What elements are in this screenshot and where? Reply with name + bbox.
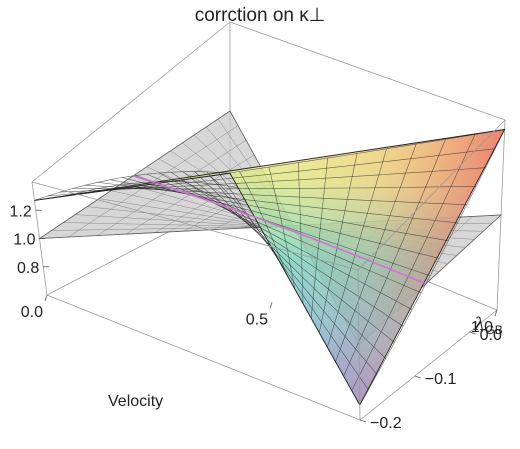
surface-mesh-line bbox=[47, 148, 496, 197]
x-tick-label: 1.0 bbox=[471, 319, 493, 336]
box-front-edge bbox=[31, 181, 359, 271]
surface-mesh-line bbox=[59, 167, 486, 193]
y-tick-label: −0.1 bbox=[425, 371, 457, 388]
surface-mesh bbox=[34, 128, 506, 406]
box-front-edge bbox=[359, 309, 498, 421]
y-tick-mark bbox=[414, 375, 421, 379]
box-front-edges bbox=[31, 119, 506, 421]
y-axis-label: λGB bbox=[473, 314, 503, 337]
axis-ticks: 0.0 0.5 1.0 −0.2 −0.1 0.0 0.8 1.0 1.2 bbox=[10, 203, 502, 432]
surface-mesh-line bbox=[318, 153, 358, 333]
box-front-edge bbox=[357, 269, 361, 421]
box-front-edge bbox=[357, 119, 506, 271]
x-tick-label: 0.0 bbox=[21, 304, 43, 321]
surface-mesh-line bbox=[359, 129, 505, 406]
z-tick-label: 1.0 bbox=[13, 232, 35, 249]
x-tick-mark bbox=[494, 309, 498, 317]
surface-mesh-line bbox=[72, 186, 477, 190]
axis-labels: Velocity λGB bbox=[108, 314, 503, 410]
chart-title: corrction on κ⊥ bbox=[0, 4, 520, 27]
y-tick-label: 0.0 bbox=[480, 327, 502, 344]
y-tick-label: −0.2 bbox=[370, 415, 402, 432]
surface-mesh-line bbox=[343, 139, 446, 377]
surface-mesh-line bbox=[298, 162, 304, 305]
z-tick-label: 0.8 bbox=[17, 260, 39, 277]
surface-face-tint bbox=[34, 129, 505, 405]
surface-mesh-line bbox=[327, 148, 387, 348]
x-axis-label: Velocity bbox=[108, 393, 163, 410]
box-back-edge bbox=[31, 21, 231, 183]
intersection-curve bbox=[132, 175, 427, 285]
surface-mesh-line bbox=[310, 158, 328, 319]
surface-mesh-line bbox=[351, 134, 476, 391]
y-tick-mark bbox=[359, 419, 367, 423]
x-tick-mark bbox=[44, 294, 48, 302]
x-tick-label: 0.5 bbox=[246, 312, 268, 329]
z-tick-label: 1.2 bbox=[10, 203, 32, 220]
box-front-edge bbox=[46, 294, 361, 421]
surface-mesh-line bbox=[335, 143, 417, 362]
y-tick-mark bbox=[469, 331, 476, 335]
x-tick-mark bbox=[269, 302, 273, 309]
surface-mesh-line bbox=[122, 177, 440, 259]
box-back-edge bbox=[229, 21, 506, 121]
chart-title-text: corrction on κ⊥ bbox=[194, 5, 326, 26]
